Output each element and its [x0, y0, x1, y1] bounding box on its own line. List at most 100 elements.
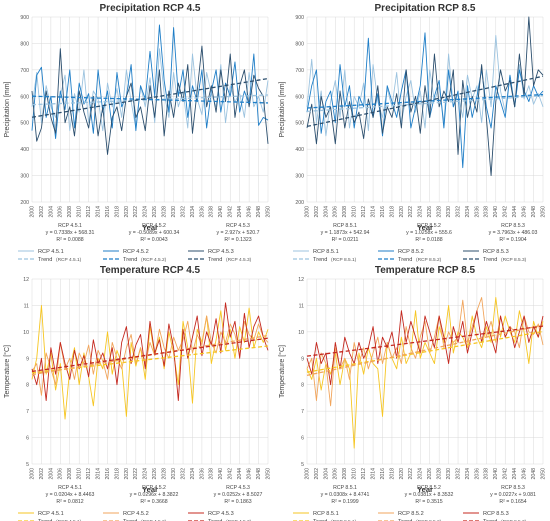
annotation-r2: R² = 0.1904 — [499, 237, 526, 243]
annotation-equation: y = 1.1873x + 542.94 — [321, 230, 370, 236]
legend-suffix: (RCP 8.5.2) — [416, 257, 442, 263]
legend-label: Trend — [38, 519, 52, 521]
x-tick-label: 2020 — [399, 206, 405, 218]
y-tick-label: 800 — [20, 41, 29, 47]
annotation-equation: y = 0.0381x + 8.3532 — [405, 492, 454, 498]
x-tick-label: 2020 — [399, 468, 405, 480]
legend-label: RCP 8.5.3 — [483, 249, 509, 255]
y-axis-label: Precipitation [mm] — [279, 81, 286, 137]
y-tick-label: 8 — [301, 383, 304, 389]
legend-label: RCP 4.5.3 — [208, 249, 234, 255]
legend-suffix: (RCP 4.5.2) — [141, 519, 167, 521]
x-tick-label: 2006 — [333, 468, 339, 480]
trend-line — [31, 77, 269, 118]
x-tick-label: 2032 — [180, 206, 186, 218]
x-tick-label: 2022 — [133, 206, 139, 218]
y-tick-label: 5 — [26, 462, 29, 468]
y-axis-label: Temperature [°C] — [3, 345, 11, 398]
legend-suffix: (RCP 8.5.1) — [331, 257, 357, 263]
x-tick-label: 2042 — [228, 468, 234, 480]
series-line — [306, 35, 544, 137]
x-axis-label: Year — [417, 223, 433, 232]
y-tick-label: 900 — [20, 15, 29, 21]
x-tick-label: 2048 — [531, 206, 537, 218]
x-tick-label: 2002 — [314, 206, 320, 218]
x-tick-label: 2040 — [218, 206, 224, 218]
x-tick-label: 2048 — [531, 468, 537, 480]
chart-title: Precipitation RCP 8.5 — [375, 3, 476, 14]
series-line — [306, 32, 544, 169]
legend-label: RCP 8.5.1 — [313, 511, 339, 517]
x-tick-label: 2008 — [67, 468, 73, 480]
x-axis-label: Year — [417, 485, 433, 494]
annotation-equation: y = 0.0308x + 8.4741 — [321, 492, 370, 498]
legend-label: Trend — [208, 519, 222, 521]
x-tick-label: 2008 — [342, 468, 348, 480]
annotation-equation: y = 0.0296x + 8.3822 — [130, 492, 179, 498]
trend-line — [306, 324, 544, 377]
legend-label: Trend — [398, 519, 412, 521]
x-tick-label: 2044 — [237, 468, 243, 480]
x-tick-label: 2032 — [180, 468, 186, 480]
annotation-label: RCP 8.5.3 — [501, 223, 525, 229]
annotation-r2: R² = 0.1323 — [224, 237, 251, 243]
annotation-equation: y = 3.7963x + 486.03 — [489, 230, 538, 236]
annotation-r2: R² = 0.3668 — [140, 499, 167, 505]
x-tick-label: 2046 — [246, 206, 252, 218]
x-tick-label: 2010 — [352, 206, 358, 218]
x-tick-label: 2030 — [446, 206, 452, 218]
legend-suffix: (RCP 8.5.1) — [331, 519, 357, 521]
annotation-label: RCP 4.5.1 — [58, 485, 82, 491]
x-tick-label: 2014 — [95, 468, 101, 480]
x-tick-label: 2034 — [190, 206, 196, 218]
series-line — [31, 304, 269, 420]
x-tick-label: 2012 — [361, 206, 367, 218]
y-tick-label: 12 — [23, 277, 29, 283]
annotation-r2: R² = 0.1863 — [224, 499, 251, 505]
x-tick-label: 2046 — [521, 468, 527, 480]
chart-panel-1: Precipitation RCP 4.5 200 300 400 500 600 700 8… — [4, 3, 271, 263]
annotation-equation: y = 0.0204x + 8.4463 — [46, 492, 95, 498]
x-tick-label: 2014 — [370, 206, 376, 218]
x-tick-label: 2026 — [427, 206, 433, 218]
x-tick-label: 2042 — [503, 468, 509, 480]
x-tick-label: 2002 — [39, 206, 45, 218]
annotation-r2: R² = 0.1999 — [331, 499, 358, 505]
y-tick-label: 11 — [24, 303, 29, 309]
x-tick-label: 2030 — [446, 468, 452, 480]
y-tick-label: 8 — [26, 383, 29, 389]
x-tick-label: 2032 — [455, 206, 461, 218]
x-tick-label: 2050 — [540, 206, 546, 218]
y-tick-label: 11 — [299, 303, 304, 309]
legend-suffix: (RCP 4.5.1) — [56, 519, 82, 521]
x-tick-label: 2028 — [437, 468, 443, 480]
y-tick-label: 9 — [301, 356, 304, 362]
legend-suffix: (RCP 4.5.1) — [56, 257, 82, 263]
x-tick-label: 2030 — [171, 206, 177, 218]
x-tick-label: 2048 — [256, 468, 262, 480]
trend-line — [306, 75, 544, 128]
y-tick-label: 600 — [295, 94, 304, 100]
x-tick-label: 2018 — [389, 206, 395, 218]
y-tick-label: 6 — [26, 436, 29, 442]
x-tick-label: 2036 — [199, 206, 205, 218]
x-tick-label: 2050 — [265, 206, 271, 218]
annotation-equation: y = 2.927x + 520.7 — [217, 230, 260, 236]
y-tick-label: 300 — [295, 174, 304, 180]
x-tick-label: 2026 — [152, 206, 158, 218]
x-tick-label: 2004 — [48, 468, 54, 480]
x-tick-label: 2042 — [503, 206, 509, 218]
x-tick-label: 2034 — [465, 206, 471, 218]
y-tick-label: 500 — [295, 121, 304, 127]
annotation-label: RCP 8.5.1 — [333, 223, 357, 229]
annotation-label: RCP 8.5.2 — [417, 223, 441, 229]
x-tick-label: 2040 — [493, 206, 499, 218]
legend-label: Trend — [483, 519, 497, 521]
x-tick-label: 2036 — [199, 468, 205, 480]
y-tick-label: 900 — [295, 15, 304, 21]
x-tick-label: 2022 — [133, 468, 139, 480]
x-tick-label: 2008 — [67, 206, 73, 218]
x-tick-label: 2024 — [418, 206, 424, 218]
